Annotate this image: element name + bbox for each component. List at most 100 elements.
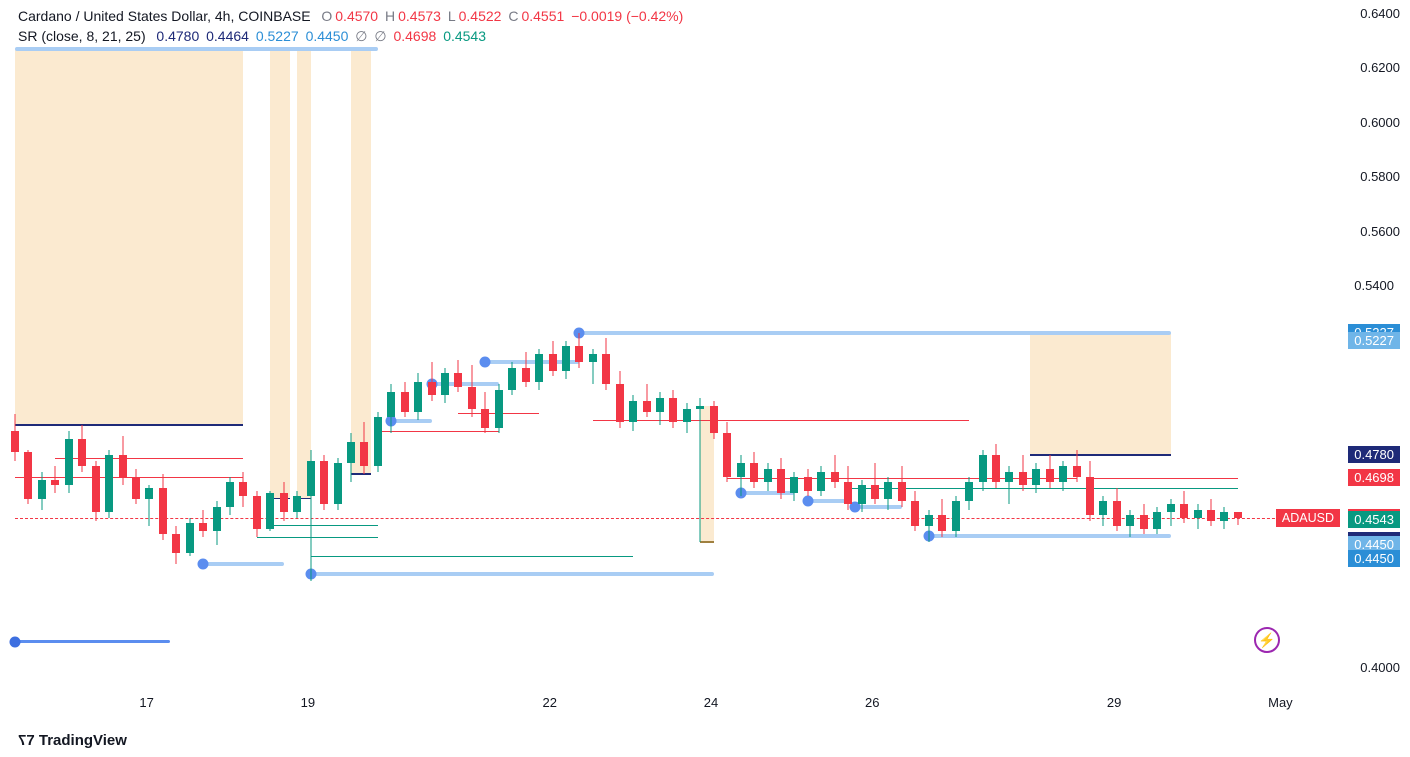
candle xyxy=(199,0,207,695)
candle xyxy=(844,0,852,695)
sr-zone xyxy=(15,49,243,425)
sr-thin-line xyxy=(15,477,243,478)
candle xyxy=(562,0,570,695)
symbol-badge: ADAUSD xyxy=(1276,509,1340,527)
candle xyxy=(360,0,368,695)
candle xyxy=(1207,0,1215,695)
candle xyxy=(374,0,382,695)
price-label: 0.5400 xyxy=(1348,277,1400,294)
candle xyxy=(65,0,73,695)
price-label: 0.4543 xyxy=(1348,511,1400,528)
candle xyxy=(213,0,221,695)
candle xyxy=(764,0,772,695)
candle xyxy=(428,0,436,695)
sr-zone-border xyxy=(15,424,243,426)
candle xyxy=(266,0,274,695)
candle xyxy=(602,0,610,695)
candle xyxy=(656,0,664,695)
candle xyxy=(858,0,866,695)
candle xyxy=(226,0,234,695)
candle xyxy=(979,0,987,695)
x-tick: 26 xyxy=(865,695,879,710)
candle xyxy=(683,0,691,695)
candle xyxy=(1046,0,1054,695)
candle xyxy=(454,0,462,695)
candle xyxy=(898,0,906,695)
candle xyxy=(253,0,261,695)
candle xyxy=(1126,0,1134,695)
candle xyxy=(804,0,812,695)
candle xyxy=(132,0,140,695)
candle xyxy=(145,0,153,695)
price-label: 0.4698 xyxy=(1348,469,1400,486)
candle xyxy=(1220,0,1228,695)
y-tick: 0.5600 xyxy=(1360,224,1400,239)
x-tick: 17 xyxy=(139,695,153,710)
candle xyxy=(495,0,503,695)
candle xyxy=(669,0,677,695)
candle xyxy=(1113,0,1121,695)
candle xyxy=(817,0,825,695)
candle xyxy=(629,0,637,695)
candle xyxy=(723,0,731,695)
tv-logo-glyph: 7 xyxy=(18,732,26,749)
candle xyxy=(334,0,342,695)
candle xyxy=(925,0,933,695)
candle xyxy=(616,0,624,695)
candle xyxy=(1167,0,1175,695)
candle xyxy=(468,0,476,695)
y-tick: 0.5800 xyxy=(1360,169,1400,184)
tv-logo-text: TradingView xyxy=(39,732,127,749)
candle xyxy=(992,0,1000,695)
x-tick: May xyxy=(1268,695,1293,710)
candle xyxy=(387,0,395,695)
candle xyxy=(92,0,100,695)
x-tick: 19 xyxy=(301,695,315,710)
y-tick: 0.4000 xyxy=(1360,660,1400,675)
x-tick: 22 xyxy=(543,695,557,710)
candle xyxy=(239,0,247,695)
candle xyxy=(1019,0,1027,695)
price-label: 0.5227 xyxy=(1348,332,1400,349)
lightning-icon[interactable]: ⚡ xyxy=(1254,627,1280,653)
candle xyxy=(1234,0,1242,695)
candle xyxy=(38,0,46,695)
tv-logo-glyph2: 7 xyxy=(26,732,34,749)
candle xyxy=(871,0,879,695)
price-axis[interactable]: 0.40000.56000.58000.60000.62000.64000.54… xyxy=(1305,0,1410,695)
candle xyxy=(24,0,32,695)
candle xyxy=(952,0,960,695)
candle xyxy=(549,0,557,695)
candle xyxy=(347,0,355,695)
candle xyxy=(159,0,167,695)
candle xyxy=(575,0,583,695)
candle xyxy=(831,0,839,695)
candle xyxy=(938,0,946,695)
candle xyxy=(1032,0,1040,695)
candle xyxy=(710,0,718,695)
candle xyxy=(750,0,758,695)
candle xyxy=(172,0,180,695)
y-tick: 0.6400 xyxy=(1360,6,1400,21)
candle xyxy=(401,0,409,695)
candle xyxy=(522,0,530,695)
candle xyxy=(1140,0,1148,695)
candle xyxy=(414,0,422,695)
candle xyxy=(119,0,127,695)
candle xyxy=(186,0,194,695)
candle xyxy=(293,0,301,695)
tradingview-logo[interactable]: 77 TradingView xyxy=(18,732,127,749)
x-tick: 29 xyxy=(1107,695,1121,710)
candle xyxy=(790,0,798,695)
sr-segment xyxy=(808,499,848,503)
candle xyxy=(320,0,328,695)
candle xyxy=(51,0,59,695)
candle xyxy=(535,0,543,695)
candle xyxy=(441,0,449,695)
candle xyxy=(1005,0,1013,695)
candle xyxy=(1059,0,1067,695)
chart-plot-area[interactable] xyxy=(15,0,1305,695)
candle xyxy=(1073,0,1081,695)
candle xyxy=(78,0,86,695)
time-axis[interactable]: 171922242629May xyxy=(15,695,1305,725)
